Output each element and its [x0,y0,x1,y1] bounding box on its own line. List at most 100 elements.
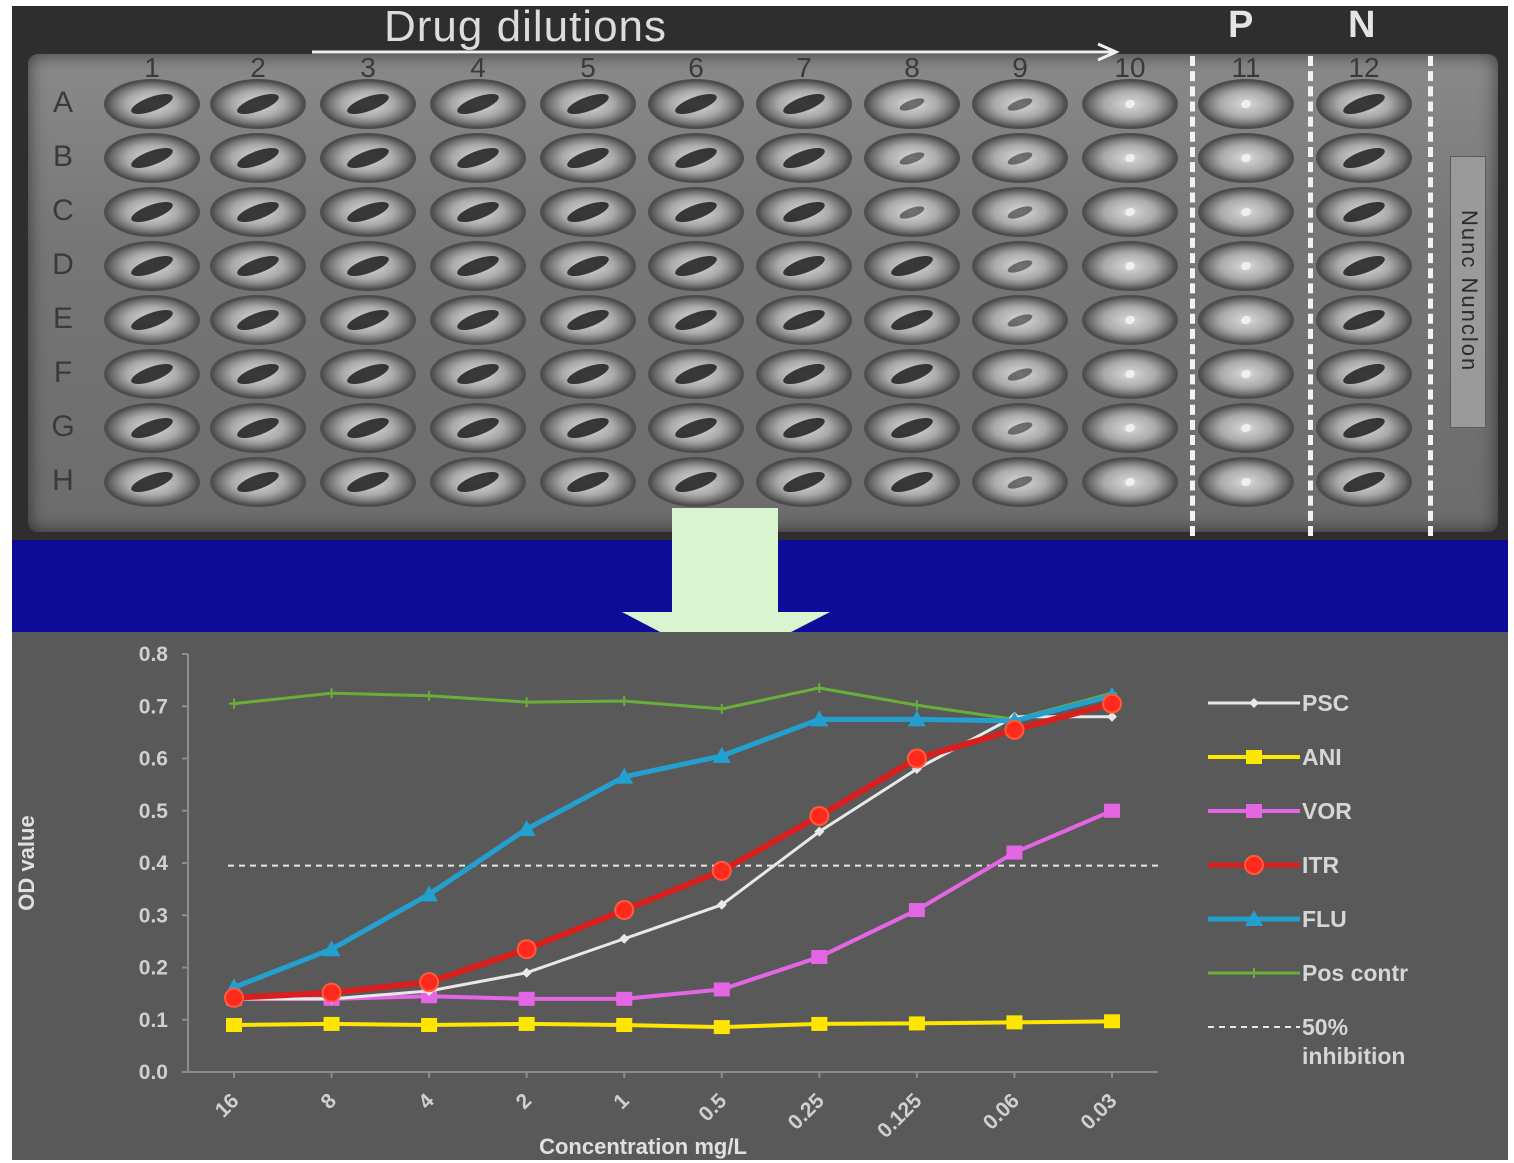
well-spot [1123,368,1137,380]
series-flu-point [907,710,926,727]
plate-well [320,133,416,183]
well-spot [780,413,828,443]
well-spot [344,413,392,443]
plate-well [648,133,744,183]
series-psc-point [814,826,825,837]
series-itr-point [516,939,537,960]
well-spot [1340,143,1388,173]
series-psc-line [234,715,1112,1001]
well-spot [898,203,926,222]
plate-well [320,403,416,453]
plate-well [1316,349,1412,399]
well-spot [672,251,720,281]
x-tick-label: 0.03 [1076,1089,1121,1134]
series-flu-point [810,710,829,727]
series-ani-point [908,1016,925,1031]
well-spot [1006,203,1034,222]
plate-well [1198,241,1294,291]
well-spot [780,197,828,227]
series-pos-contr-point [326,688,337,699]
column-number: 5 [580,52,596,83]
well-spot [234,305,282,335]
well-spot [888,359,936,389]
well-spot [672,467,720,497]
legend-itr-marker [1244,855,1264,875]
column-number: 11 [1231,52,1261,83]
series-itr-point [321,982,342,1003]
plate-well [104,79,200,129]
plate-title: Drug dilutions [384,6,668,51]
plate-well [756,187,852,237]
well-spot [454,467,502,497]
well-spot [1239,260,1253,272]
series-ani-point [226,1017,242,1032]
plate-well [104,241,200,291]
plate-well [1082,403,1178,453]
legend-pos-contr-label: Pos contr [1302,960,1408,986]
plate-well [104,295,200,345]
series-pos-contr-point [716,703,727,714]
well-spot [1340,305,1388,335]
plate-well [104,187,200,237]
plate-well [756,457,852,507]
row-letter: E [52,302,73,335]
separator-line [1308,56,1313,536]
series-pos-contr-line [233,686,1113,721]
y-tick-label: 0.7 [139,695,168,718]
plate-lid-strip [1450,156,1486,428]
y-tick-label: 0.8 [139,643,169,666]
well-spot [454,197,502,227]
series-pos-contr-point [229,698,239,709]
plate-well [430,349,526,399]
plate-well [430,187,526,237]
legend-ani-label: ANI [1302,744,1342,770]
series-itr-point [614,900,635,921]
well-spot [1123,98,1137,110]
well-spot [1239,368,1253,380]
plate-well [320,349,416,399]
well-spot [1006,419,1034,438]
positive-control-label: P [1228,6,1254,46]
well-spot [234,413,282,443]
plate-well [972,133,1068,183]
series-ani-point [713,1020,730,1035]
row-letter: H [52,464,74,497]
plate-well [972,457,1068,507]
series-pos-contr-point [521,697,532,708]
plate-well [972,349,1068,399]
plate-well [320,457,416,507]
legend-psc-label: PSC [1302,690,1349,716]
series-flu-point [322,940,341,957]
series-ani-point [811,1016,828,1031]
plate-well [972,79,1068,129]
y-tick-label: 0.1 [139,1009,169,1032]
series-flu-point [420,885,439,902]
well-spot [888,251,936,281]
series-psc-point [521,967,532,978]
well-spot [672,89,720,119]
series-pos-contr-point [911,700,922,711]
plate-well [540,241,636,291]
series-pos-contr-point [814,682,825,693]
well-spot [1123,476,1137,488]
well-spot [1340,89,1388,119]
well-spot [564,467,612,497]
series-vor-point [908,903,925,918]
plate-well [540,403,636,453]
x-tick-label: 0.5 [694,1089,731,1126]
well-spot [1006,365,1034,384]
x-tick-label: 4 [414,1089,439,1114]
plate-well [972,295,1068,345]
well-spot [1006,149,1034,168]
plate-well [430,295,526,345]
plate-well [972,403,1068,453]
well-spot [780,89,828,119]
plate-well [210,241,306,291]
x-tick-label: 2 [512,1089,537,1114]
plate-well [1082,295,1178,345]
row-letter: F [53,356,73,389]
row-letter: C [52,194,74,227]
well-spot [1123,314,1137,326]
well-spot [780,251,828,281]
legend-flu-label: FLU [1302,906,1347,932]
